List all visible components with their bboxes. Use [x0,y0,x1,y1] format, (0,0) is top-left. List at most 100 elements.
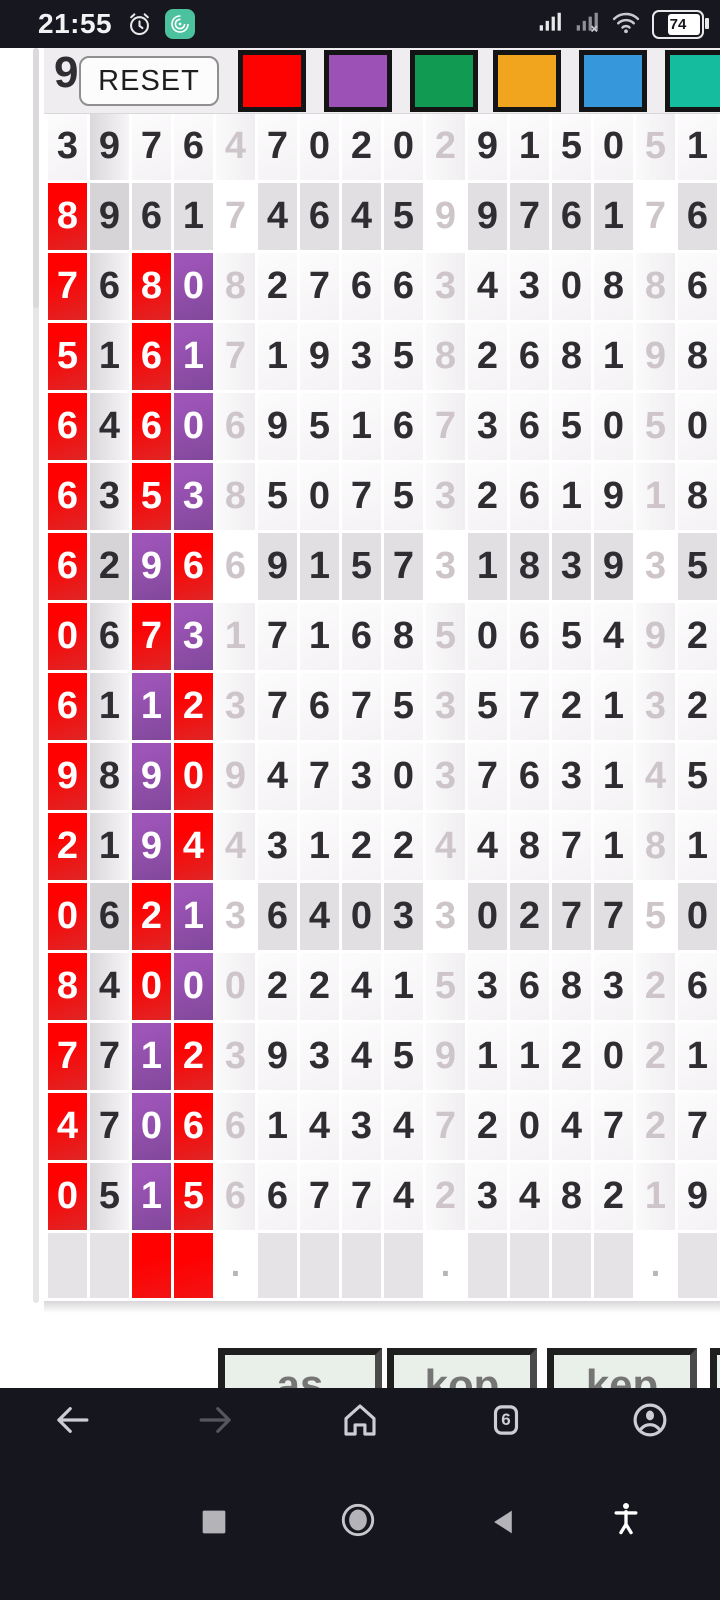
grid-cell[interactable]: 5 [678,533,720,603]
grid-cell[interactable]: 1 [468,533,510,603]
grid-cell[interactable]: 3 [384,883,426,953]
grid-cell[interactable]: 3 [216,1023,258,1093]
grid-cell[interactable]: 0 [594,1023,636,1093]
color-swatch-green[interactable] [410,50,478,112]
grid-cell[interactable]: 1 [594,813,636,883]
grid-cell[interactable]: 6 [258,1163,300,1233]
grid-cell[interactable]: 4 [342,953,384,1023]
grid-cell[interactable]: 8 [216,253,258,323]
grid-cell[interactable]: 2 [678,603,720,673]
grid-cell[interactable]: 4 [90,953,132,1023]
grid-footer-dot-cell[interactable]: . [426,1233,468,1301]
grid-cell[interactable]: 2 [174,1023,216,1093]
grid-cell[interactable]: 1 [342,393,384,463]
grid-cell[interactable]: 3 [552,743,594,813]
grid-cell[interactable]: 1 [510,113,552,183]
grid-cell[interactable]: 9 [426,183,468,253]
grid-cell[interactable]: 6 [384,393,426,463]
grid-cell[interactable]: 1 [300,603,342,673]
grid-cell[interactable]: 7 [258,603,300,673]
grid-cell[interactable]: 2 [426,113,468,183]
grid-cell[interactable]: 0 [48,1163,90,1233]
grid-cell[interactable]: 7 [90,1023,132,1093]
grid-cell[interactable]: 3 [426,743,468,813]
grid-cell[interactable]: 7 [216,183,258,253]
grid-cell[interactable]: 5 [384,463,426,533]
grid-cell[interactable]: 2 [552,673,594,743]
grid-cell[interactable]: 2 [384,813,426,883]
grid-cell[interactable]: 3 [510,253,552,323]
grid-cell[interactable]: 6 [510,603,552,673]
grid-cell[interactable]: 6 [510,393,552,463]
grid-cell[interactable]: 6 [174,533,216,603]
grid-footer-cell[interactable] [174,1233,216,1301]
grid-cell[interactable]: 6 [48,463,90,533]
grid-cell[interactable]: 5 [384,323,426,393]
grid-cell[interactable]: 0 [174,953,216,1023]
grid-cell[interactable]: 1 [594,323,636,393]
grid-footer-cell[interactable] [552,1233,594,1301]
grid-cell[interactable]: 3 [468,1163,510,1233]
grid-cell[interactable]: 4 [174,813,216,883]
grid-cell[interactable]: 1 [132,1023,174,1093]
grid-cell[interactable]: 4 [384,1163,426,1233]
grid-cell[interactable]: 0 [384,743,426,813]
grid-cell[interactable]: 2 [510,883,552,953]
grid-cell[interactable]: 4 [216,813,258,883]
forward-icon[interactable] [194,1398,238,1442]
grid-cell[interactable]: 3 [426,463,468,533]
grid-cell[interactable]: 6 [216,1163,258,1233]
grid-cell[interactable]: 8 [636,813,678,883]
grid-cell[interactable]: 2 [426,1163,468,1233]
grid-cell[interactable]: 7 [510,673,552,743]
grid-cell[interactable]: 1 [132,1163,174,1233]
grid-cell[interactable]: 3 [342,1093,384,1163]
grid-cell[interactable]: 7 [48,1023,90,1093]
grid-cell[interactable]: 7 [468,743,510,813]
grid-cell[interactable]: 4 [300,883,342,953]
grid-cell[interactable]: 5 [90,1163,132,1233]
grid-cell[interactable]: 3 [636,533,678,603]
back-icon[interactable] [50,1398,94,1442]
grid-cell[interactable]: 1 [510,1023,552,1093]
grid-cell[interactable]: 2 [468,323,510,393]
grid-cell[interactable]: 2 [678,673,720,743]
grid-cell[interactable]: 7 [300,743,342,813]
color-swatch-orange[interactable] [493,50,561,112]
grid-cell[interactable]: 5 [552,603,594,673]
grid-cell[interactable]: 2 [48,813,90,883]
grid-cell[interactable]: 8 [678,323,720,393]
grid-cell[interactable]: 3 [426,673,468,743]
grid-cell[interactable]: 6 [132,393,174,463]
grid-footer-cell[interactable] [342,1233,384,1301]
grid-cell[interactable]: 9 [90,113,132,183]
grid-cell[interactable]: 9 [468,183,510,253]
grid-cell[interactable]: 8 [48,183,90,253]
grid-cell[interactable]: 4 [216,113,258,183]
grid-cell[interactable]: 1 [90,813,132,883]
grid-cell[interactable]: 9 [678,1163,720,1233]
grid-cell[interactable]: 0 [174,253,216,323]
grid-cell[interactable]: 5 [300,393,342,463]
grid-cell[interactable]: 6 [48,393,90,463]
color-swatch-blue[interactable] [579,50,647,112]
grid-cell[interactable]: 5 [552,113,594,183]
grid-cell[interactable]: 9 [594,463,636,533]
grid-cell[interactable]: 7 [258,113,300,183]
grid-cell[interactable]: 3 [636,673,678,743]
grid-cell[interactable]: 2 [468,1093,510,1163]
grid-cell[interactable]: 0 [174,393,216,463]
grid-footer-cell[interactable] [132,1233,174,1301]
grid-cell[interactable]: 9 [258,1023,300,1093]
grid-cell[interactable]: 7 [636,183,678,253]
grid-cell[interactable]: 1 [216,603,258,673]
grid-cell[interactable]: 6 [48,533,90,603]
grid-cell[interactable]: 1 [174,883,216,953]
grid-cell[interactable]: 7 [258,673,300,743]
grid-cell[interactable]: 4 [384,1093,426,1163]
grid-cell[interactable]: 0 [384,113,426,183]
grid-cell[interactable]: 0 [174,743,216,813]
home-circle-icon[interactable] [336,1498,380,1542]
grid-cell[interactable]: 6 [342,253,384,323]
grid-cell[interactable]: 4 [468,253,510,323]
